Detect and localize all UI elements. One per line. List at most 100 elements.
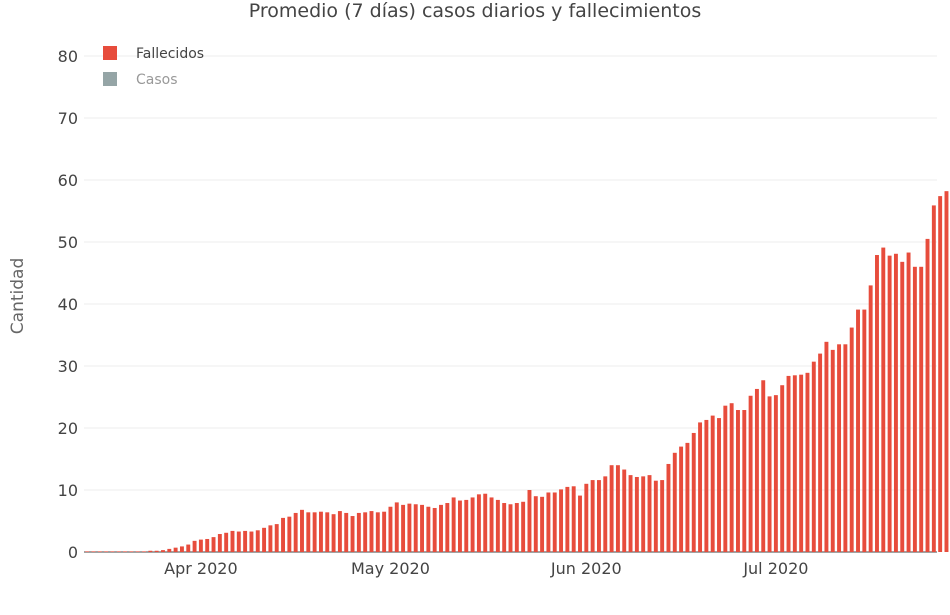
bar[interactable] <box>900 261 905 552</box>
bar[interactable] <box>887 255 892 552</box>
bar[interactable] <box>205 538 210 552</box>
bar[interactable] <box>818 353 823 552</box>
bar[interactable] <box>868 285 873 552</box>
bar[interactable] <box>546 492 551 552</box>
bar[interactable] <box>780 385 785 552</box>
bar[interactable] <box>255 530 260 552</box>
bar[interactable] <box>356 512 361 552</box>
bar[interactable] <box>457 500 462 552</box>
bar[interactable] <box>142 551 146 552</box>
bar[interactable] <box>578 495 582 552</box>
bar[interactable] <box>723 405 728 552</box>
bar[interactable] <box>843 344 848 552</box>
bar[interactable] <box>154 550 159 552</box>
bar[interactable] <box>116 551 121 552</box>
bar[interactable] <box>97 551 102 552</box>
bar[interactable] <box>312 512 317 552</box>
bar[interactable] <box>761 380 766 552</box>
bar[interactable] <box>198 539 203 552</box>
bar[interactable] <box>691 432 696 552</box>
bar[interactable] <box>369 511 374 552</box>
bar[interactable] <box>318 511 323 552</box>
bar[interactable] <box>729 403 734 552</box>
bar[interactable] <box>660 480 665 552</box>
bar[interactable] <box>559 489 564 552</box>
bar[interactable] <box>363 512 368 552</box>
bar[interactable] <box>748 395 753 552</box>
bar[interactable] <box>824 341 829 552</box>
bar[interactable] <box>495 499 500 552</box>
bar[interactable] <box>344 512 349 552</box>
bar[interactable] <box>628 475 633 552</box>
bar[interactable] <box>881 247 886 552</box>
bar[interactable] <box>91 551 96 552</box>
bar[interactable] <box>382 511 387 552</box>
bar[interactable] <box>849 327 854 552</box>
bar[interactable] <box>717 418 721 552</box>
bar[interactable] <box>148 550 153 552</box>
bar[interactable] <box>615 465 620 552</box>
bar[interactable] <box>792 375 797 552</box>
bar[interactable] <box>603 476 608 552</box>
bar[interactable] <box>912 266 917 552</box>
bar[interactable] <box>123 551 128 552</box>
bar[interactable] <box>893 253 898 552</box>
bar[interactable] <box>110 551 115 552</box>
bar[interactable] <box>439 504 443 552</box>
bar[interactable] <box>597 480 601 552</box>
bar[interactable] <box>830 349 835 552</box>
bar[interactable] <box>470 497 475 552</box>
bar[interactable] <box>685 442 690 552</box>
bar[interactable] <box>837 344 842 552</box>
bar[interactable] <box>811 361 816 552</box>
bar[interactable] <box>540 496 545 552</box>
bar[interactable] <box>268 525 273 552</box>
legend-item-casos[interactable]: Casos <box>103 72 178 88</box>
bar[interactable] <box>508 504 513 552</box>
bar[interactable] <box>211 537 216 552</box>
bar[interactable] <box>634 476 639 552</box>
bar[interactable] <box>420 504 424 552</box>
bar[interactable] <box>104 551 109 552</box>
bar[interactable] <box>85 551 90 552</box>
bar[interactable] <box>938 196 943 552</box>
bar[interactable] <box>489 497 494 552</box>
bar[interactable] <box>514 503 519 552</box>
bar[interactable] <box>925 238 930 552</box>
bar[interactable] <box>527 490 532 552</box>
bar[interactable] <box>622 469 627 552</box>
bar[interactable] <box>736 410 740 552</box>
bar[interactable] <box>767 396 772 552</box>
bar[interactable] <box>337 511 342 552</box>
bar[interactable] <box>173 547 178 552</box>
bar[interactable] <box>571 486 576 552</box>
bar[interactable] <box>698 422 703 552</box>
bar[interactable] <box>533 496 538 552</box>
bar[interactable] <box>679 446 684 552</box>
bar[interactable] <box>641 476 646 552</box>
bar[interactable] <box>483 493 488 552</box>
bar[interactable] <box>375 512 380 552</box>
bar[interactable] <box>306 512 311 552</box>
bar[interactable] <box>710 415 715 552</box>
bar[interactable] <box>590 480 595 552</box>
bar[interactable] <box>129 551 134 552</box>
bar[interactable] <box>236 531 241 552</box>
bar[interactable] <box>281 517 285 552</box>
bar[interactable] <box>862 309 867 552</box>
bar[interactable] <box>293 512 298 552</box>
bar[interactable] <box>754 388 759 552</box>
bar[interactable] <box>186 544 191 552</box>
bar[interactable] <box>274 524 279 552</box>
bar[interactable] <box>217 534 222 552</box>
bar[interactable] <box>426 506 431 552</box>
bar[interactable] <box>653 480 658 552</box>
bar[interactable] <box>464 499 469 552</box>
bar[interactable] <box>786 375 791 552</box>
bar[interactable] <box>331 514 336 552</box>
bar[interactable] <box>502 503 507 552</box>
bar[interactable] <box>432 507 437 552</box>
bar[interactable] <box>413 504 418 552</box>
bar[interactable] <box>135 551 140 552</box>
bar[interactable] <box>666 463 671 552</box>
